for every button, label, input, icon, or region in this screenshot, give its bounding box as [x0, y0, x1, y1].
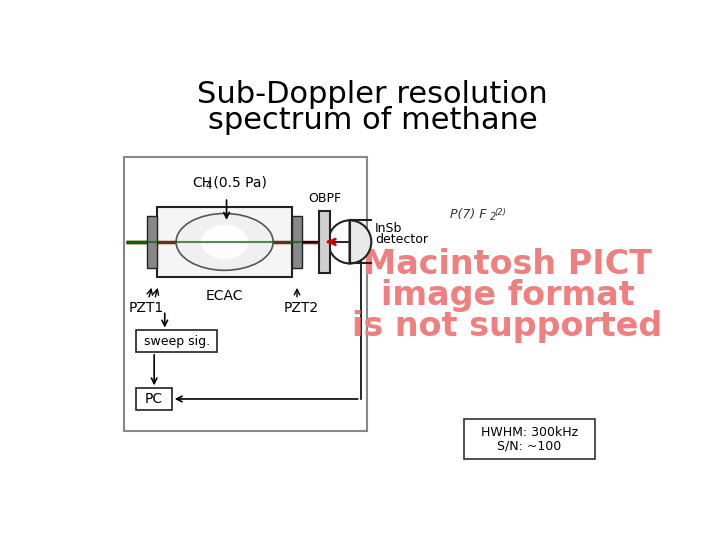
Text: OBPF: OBPF	[307, 192, 341, 205]
Text: ECAC: ECAC	[206, 289, 243, 303]
Text: PZT1: PZT1	[128, 301, 163, 315]
Bar	[157, 207, 292, 276]
Text: S/N: ~100: S/N: ~100	[497, 440, 562, 453]
Text: 4: 4	[206, 181, 212, 191]
Ellipse shape	[176, 213, 273, 271]
Bar	[148, 215, 157, 268]
Text: CH: CH	[192, 176, 212, 190]
Text: spectrum of methane: spectrum of methane	[208, 106, 538, 135]
Text: P(7) F: P(7) F	[450, 208, 486, 221]
Text: is not supported: is not supported	[353, 310, 662, 343]
Text: InSb: InSb	[375, 222, 402, 235]
Bar	[124, 157, 366, 430]
Bar	[464, 419, 595, 459]
Bar	[292, 215, 302, 268]
Text: Macintosh PICT: Macintosh PICT	[363, 248, 652, 281]
Text: (2): (2)	[495, 208, 506, 217]
Text: image format: image format	[381, 279, 634, 312]
Text: detector: detector	[375, 233, 428, 246]
Text: Sub-Doppler resolution: Sub-Doppler resolution	[197, 79, 548, 109]
Text: sweep sig.: sweep sig.	[144, 335, 210, 348]
Bar	[137, 388, 172, 410]
Text: (0.5 Pa): (0.5 Pa)	[209, 176, 266, 190]
Text: HWHM: 300kHz: HWHM: 300kHz	[480, 426, 577, 438]
Text: 2: 2	[490, 212, 496, 222]
Wedge shape	[350, 220, 372, 264]
Bar	[137, 330, 217, 352]
Bar	[319, 211, 330, 273]
Text: PC: PC	[145, 392, 163, 406]
Ellipse shape	[201, 225, 248, 259]
Text: PZT2: PZT2	[284, 301, 319, 315]
